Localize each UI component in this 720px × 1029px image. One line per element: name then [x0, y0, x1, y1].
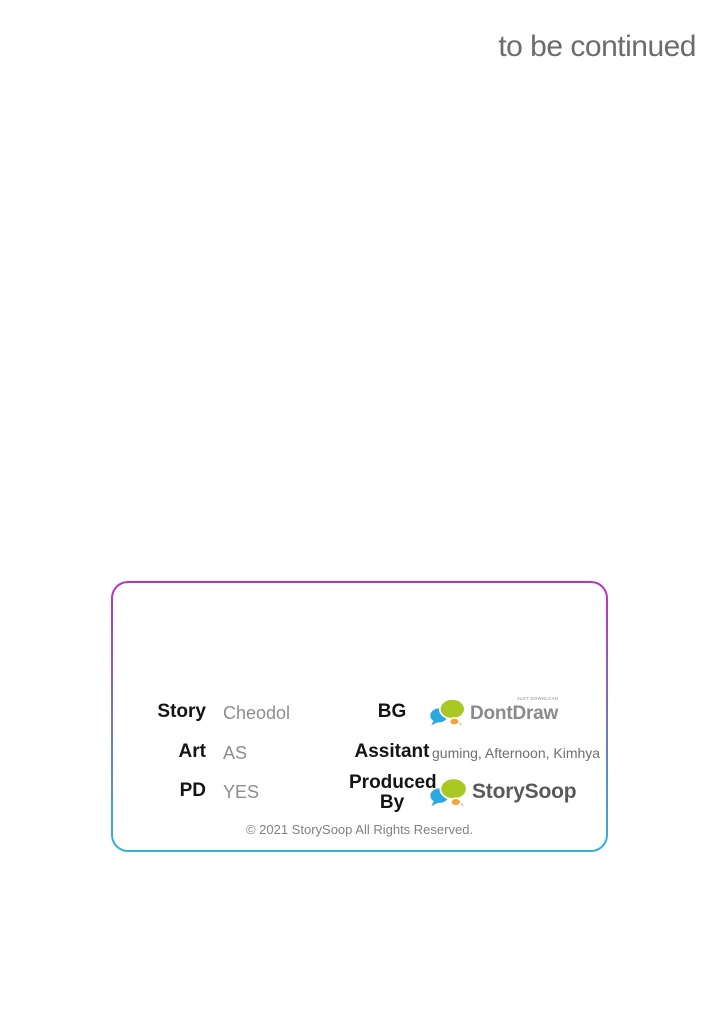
art-label: Art: [178, 741, 206, 762]
dontdraw-logo: JUST DOWNLOAD DontDraw: [429, 696, 558, 728]
storysoop-wordmark: StorySoop: [472, 780, 577, 803]
bg-label: BG: [377, 701, 407, 722]
story-label: Story: [157, 701, 206, 722]
assistant-value: guming, Afternoon, Kimhya: [432, 745, 601, 761]
storysoop-logo: StorySoop: [429, 775, 577, 809]
produced-by-label: Produced By: [349, 772, 437, 813]
dontdraw-logo-text: JUST DOWNLOAD DontDraw: [470, 697, 559, 725]
pd-value: YES: [223, 782, 260, 802]
art-value: AS: [223, 743, 248, 763]
copyright-text: © 2021 StorySoop All Rights Reserved.: [245, 822, 474, 837]
storysoop-speech-bubbles-icon: [430, 777, 468, 807]
credits-card-inner: Story Cheodol BG JUST DOWNLOAD DontDraw …: [113, 583, 606, 850]
produced-by-line1: Produced: [349, 772, 437, 793]
dontdraw-speech-bubbles-icon: [430, 698, 466, 726]
story-value: Cheodol: [223, 703, 291, 723]
dontdraw-tagline: JUST DOWNLOAD: [516, 697, 559, 702]
assistant-label: Assitant: [354, 741, 430, 762]
to-be-continued-text: to be continued: [498, 30, 696, 63]
pd-label: PD: [179, 780, 206, 801]
produced-by-line2: By: [379, 792, 405, 813]
credits-card: Story Cheodol BG JUST DOWNLOAD DontDraw …: [111, 581, 608, 852]
dontdraw-wordmark: DontDraw: [470, 703, 559, 724]
